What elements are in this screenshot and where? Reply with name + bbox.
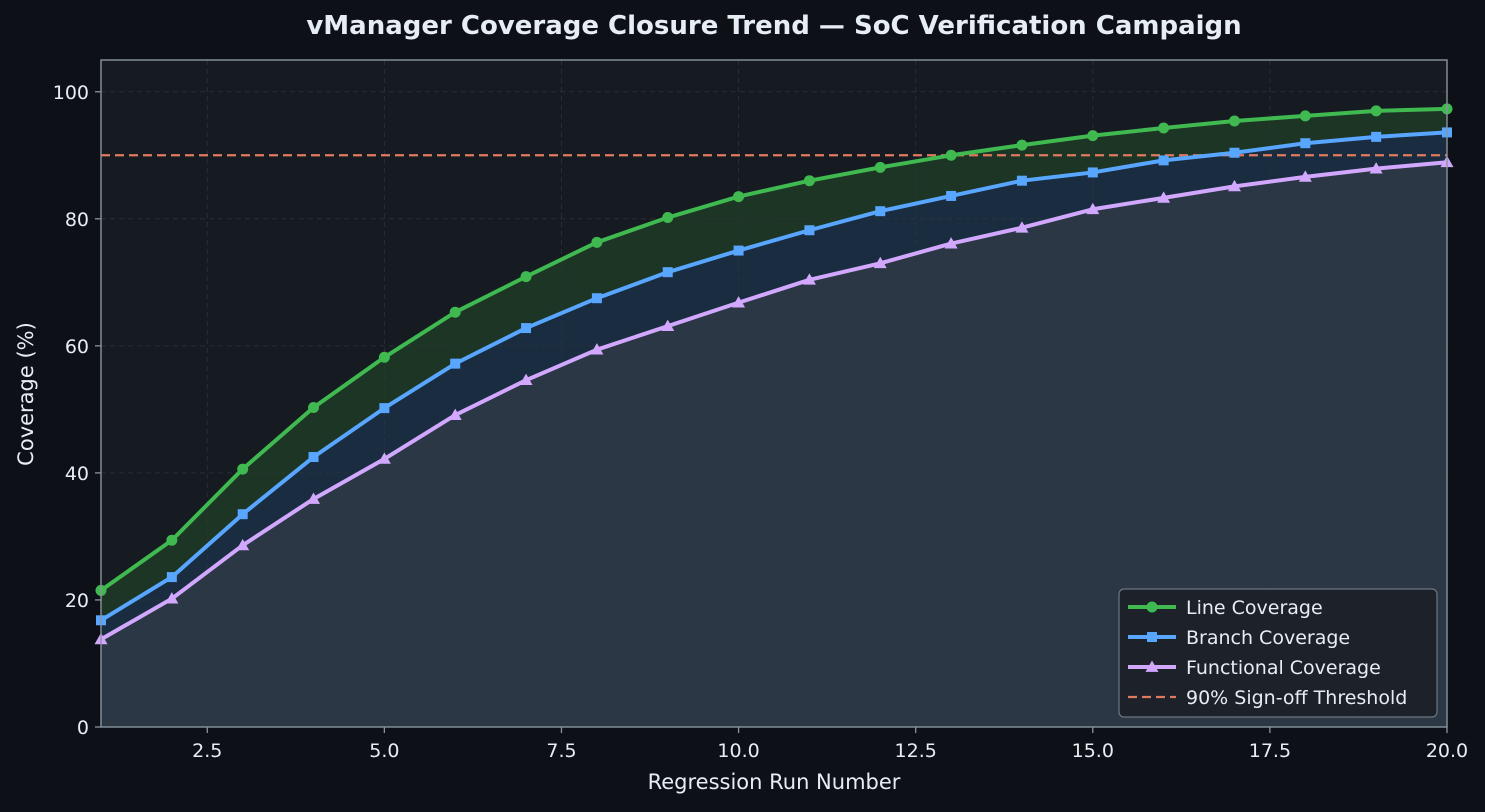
data-point <box>1371 131 1382 142</box>
data-point <box>1228 115 1240 127</box>
data-point <box>1370 105 1382 117</box>
data-point <box>802 273 816 285</box>
data-point <box>448 408 462 420</box>
data-point <box>166 534 178 546</box>
x-tick-label: 2.5 <box>192 740 222 762</box>
legend-label: Line Coverage <box>1186 597 1323 619</box>
data-point <box>379 403 390 414</box>
data-point <box>1015 221 1029 233</box>
y-tick-label: 40 <box>65 463 89 485</box>
chart-title: vManager Coverage Closure Trend — SoC Ve… <box>306 11 1241 41</box>
data-point <box>1227 179 1241 192</box>
y-axis-label: Coverage (%) <box>14 322 38 466</box>
x-tick-label: 17.5 <box>1249 740 1291 762</box>
data-point <box>1016 139 1028 151</box>
plot-layer <box>94 59 1454 728</box>
legend-marker <box>1145 660 1159 672</box>
x-tick-label: 7.5 <box>546 740 576 762</box>
data-point <box>803 175 815 187</box>
band-line-branch <box>101 108 1447 621</box>
axis-ticks: 2.5 5.0 7.5 10.0 12.5 15.0 17.5 20.0 0 20 40 60 80 10… <box>53 82 1468 762</box>
data-point <box>1086 202 1100 215</box>
legend: Line Coverage Branch Coverage Functional C… <box>1118 588 1438 718</box>
legend-box <box>1118 588 1438 718</box>
data-point <box>733 245 744 256</box>
data-point <box>1016 175 1027 186</box>
data-point <box>450 358 461 369</box>
data-point <box>1158 122 1170 134</box>
data-point <box>520 271 532 283</box>
x-tick-label: 15.0 <box>1072 740 1114 762</box>
data-point <box>662 212 674 224</box>
x-tick-label: 12.5 <box>895 740 937 762</box>
series-functional-coverage <box>94 155 1454 645</box>
data-point <box>1157 191 1171 203</box>
legend-marker <box>1147 632 1157 642</box>
data-point <box>1369 162 1383 174</box>
data-point <box>165 592 179 604</box>
legend-item-functional-coverage: Functional Coverage <box>1128 657 1381 679</box>
x-axis-label: Regression Run Number <box>648 770 901 794</box>
data-point <box>377 452 391 464</box>
data-point <box>521 323 532 334</box>
data-point <box>732 296 746 308</box>
data-point <box>733 191 745 203</box>
legend-item-90-sign-off-threshold: 90% Sign-off Threshold <box>1128 687 1407 709</box>
legend-item-line-coverage: Line Coverage <box>1128 597 1323 619</box>
data-point <box>308 401 320 413</box>
data-point <box>875 206 886 217</box>
data-point <box>166 572 177 583</box>
series-line <box>99 160 1449 642</box>
x-tick-label: 5.0 <box>369 740 399 762</box>
data-point <box>945 149 957 161</box>
data-point <box>236 538 250 551</box>
data-point <box>1300 138 1311 149</box>
data-point <box>519 373 533 386</box>
legend-item-branch-coverage: Branch Coverage <box>1128 627 1350 649</box>
data-point <box>237 509 248 520</box>
data-point <box>307 492 321 504</box>
band-functional-base <box>101 162 1447 727</box>
series-line-coverage <box>95 103 1453 596</box>
x-tick-label: 10.0 <box>717 740 759 762</box>
y-tick-label: 100 <box>53 82 89 104</box>
data-point <box>308 452 319 463</box>
data-point <box>378 351 390 363</box>
data-point <box>1298 170 1312 182</box>
legend-marker <box>1146 601 1158 613</box>
x-tick-label: 20.0 <box>1426 740 1468 762</box>
data-point <box>661 319 675 332</box>
data-point <box>946 190 957 201</box>
series-line <box>99 106 1449 593</box>
plot-frame <box>100 59 1448 728</box>
data-point <box>237 463 249 475</box>
data-point <box>1087 130 1099 142</box>
data-point <box>1087 167 1098 178</box>
legend-label: Branch Coverage <box>1186 627 1350 649</box>
data-point <box>873 256 887 269</box>
data-point <box>1299 110 1311 122</box>
data-point <box>1229 147 1240 158</box>
legend-label: Functional Coverage <box>1186 657 1381 679</box>
data-point <box>591 236 603 248</box>
data-point <box>944 237 958 249</box>
data-point <box>591 293 602 304</box>
series-line <box>99 130 1449 623</box>
y-tick-label: 0 <box>77 717 89 739</box>
y-tick-label: 20 <box>65 590 89 612</box>
legend-label: 90% Sign-off Threshold <box>1186 687 1407 709</box>
data-point <box>662 267 673 278</box>
data-point <box>590 343 604 355</box>
data-point <box>1158 155 1169 166</box>
data-point <box>874 161 886 173</box>
data-point <box>449 306 461 318</box>
y-tick-label: 80 <box>65 209 89 231</box>
data-point <box>804 225 815 236</box>
y-tick-label: 60 <box>65 336 89 358</box>
